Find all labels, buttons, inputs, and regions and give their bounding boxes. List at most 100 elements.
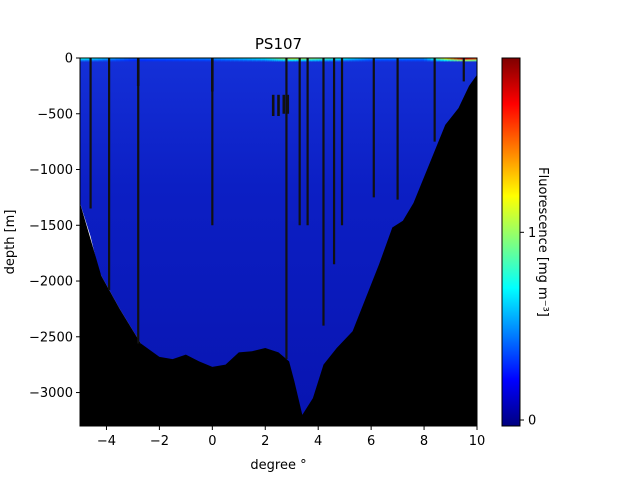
surface-cell xyxy=(475,59,477,62)
surface-cell xyxy=(289,59,293,62)
surface-cell xyxy=(185,59,194,62)
surface-cell xyxy=(97,59,103,62)
surface-cell xyxy=(280,58,284,60)
surface-cell xyxy=(361,59,366,62)
surface-cell xyxy=(185,58,194,60)
x-tick-label: 0 xyxy=(208,434,216,449)
surface-cell xyxy=(351,58,356,60)
surface-cell xyxy=(351,59,356,62)
surface-cell xyxy=(433,58,438,60)
surface-cell xyxy=(291,58,296,60)
surface-cell xyxy=(419,59,425,62)
surface-cell xyxy=(205,59,213,62)
surface-cell xyxy=(364,59,369,62)
surface-cell xyxy=(424,59,428,62)
surface-cell xyxy=(334,59,339,62)
surface-cell xyxy=(375,58,381,60)
surface-cell xyxy=(234,59,240,62)
surface-cell xyxy=(301,59,306,62)
surface-cell xyxy=(427,58,432,60)
surface-cell xyxy=(470,58,473,60)
surface-cell xyxy=(443,58,448,60)
surface-cell xyxy=(393,59,399,62)
surface-cell xyxy=(159,59,167,62)
surface-cell xyxy=(265,58,269,60)
surface-cell xyxy=(424,58,428,60)
surface-cell xyxy=(324,58,329,60)
surface-cell xyxy=(152,58,160,60)
surface-cell xyxy=(256,59,262,62)
surface-cell xyxy=(287,58,291,60)
seafloor-bathymetry xyxy=(80,74,477,426)
surface-cell xyxy=(474,59,477,62)
surface-cell xyxy=(256,58,262,60)
surface-cell xyxy=(450,58,455,60)
surface-cell xyxy=(430,59,435,62)
surface-cell xyxy=(80,59,86,62)
surface-cell xyxy=(450,59,455,62)
surface-cell xyxy=(443,59,448,62)
surface-cell xyxy=(397,59,403,62)
surface-cell xyxy=(437,58,442,60)
surface-cell xyxy=(388,58,394,60)
surface-cell xyxy=(354,58,359,60)
surface-cell xyxy=(291,59,296,62)
surface-cell xyxy=(384,59,390,62)
surface-cell xyxy=(225,58,231,60)
surface-cell xyxy=(110,59,116,62)
x-tick-label: −2 xyxy=(150,434,169,449)
surface-cell xyxy=(295,58,299,60)
y-axis: 0 −500 −1000 −1500 −2000 −2500 −3000 xyxy=(29,52,80,401)
surface-cell xyxy=(318,59,323,62)
colorbar-gradient xyxy=(501,57,521,427)
surface-cell xyxy=(278,59,282,62)
surface-cell xyxy=(152,59,160,62)
surface-cell xyxy=(132,59,141,62)
x-tick-label: 6 xyxy=(367,434,375,449)
surface-cell xyxy=(406,59,412,62)
x-tick-label: 8 xyxy=(420,434,428,449)
surface-cell xyxy=(308,58,313,60)
surface-cell xyxy=(469,59,471,62)
colorbar: 01 Fluorescence [mg m⁻³] xyxy=(501,57,550,429)
surface-cell xyxy=(84,58,90,60)
surface-cell xyxy=(225,59,231,62)
surface-cell xyxy=(367,58,372,60)
surface-cell xyxy=(338,59,342,62)
surface-cell xyxy=(361,58,366,60)
surface-cell xyxy=(402,59,408,62)
surface-cell xyxy=(216,59,222,62)
surface-cell xyxy=(469,58,471,60)
surface-cell xyxy=(364,58,369,60)
surface-cell xyxy=(229,59,235,62)
surface-cell xyxy=(465,58,468,60)
surface-cell xyxy=(119,59,125,62)
surface-cell xyxy=(238,58,244,60)
y-tick-label: −1000 xyxy=(29,163,73,178)
surface-cell xyxy=(119,58,125,60)
surface-cell xyxy=(410,59,416,62)
surface-cell xyxy=(84,59,90,62)
surface-cell xyxy=(269,59,273,62)
surface-cell xyxy=(269,58,273,60)
surface-cell xyxy=(243,59,249,62)
surface-cell xyxy=(243,58,249,60)
x-tick-label: 10 xyxy=(469,434,486,449)
surface-cell xyxy=(276,59,280,62)
surface-cell xyxy=(464,58,467,60)
y-axis-label: depth [m] xyxy=(3,210,18,275)
surface-cell xyxy=(179,58,187,60)
surface-cell xyxy=(341,58,346,60)
surface-cell xyxy=(460,58,465,60)
surface-cell xyxy=(440,58,445,60)
x-axis-label: degree ° xyxy=(250,458,306,473)
surface-cell xyxy=(274,59,277,62)
plot-frame xyxy=(79,57,478,427)
surface-cell xyxy=(427,59,432,62)
surface-cell xyxy=(295,59,299,62)
y-tick-label: 0 xyxy=(65,52,73,67)
colorbar-ticks: 01 xyxy=(520,226,536,429)
surface-cell xyxy=(260,58,266,60)
surface-cell xyxy=(132,58,141,60)
surface-cell xyxy=(128,59,134,62)
